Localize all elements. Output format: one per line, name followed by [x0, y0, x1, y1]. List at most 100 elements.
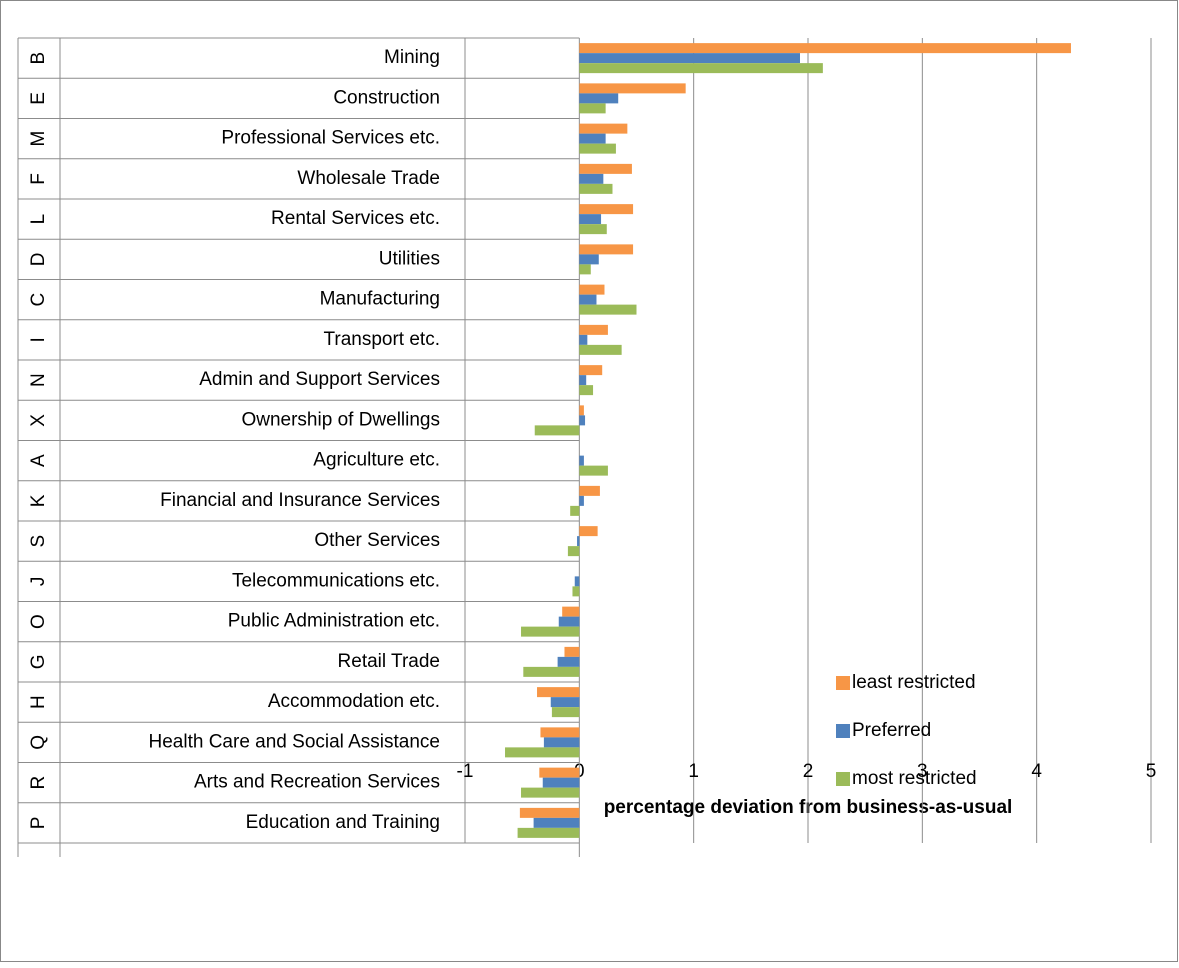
bar: [579, 324, 608, 335]
y-tick-label: Accommodation etc.: [268, 691, 440, 712]
category-code: F: [28, 173, 49, 185]
category-code: C: [28, 293, 49, 307]
bar: [579, 385, 594, 396]
bar: [579, 123, 628, 134]
bar: [534, 425, 580, 436]
y-tick-label: Other Services: [314, 530, 440, 551]
bar: [579, 204, 634, 215]
bar: [579, 375, 587, 386]
bar: [505, 747, 580, 758]
bar: [517, 827, 580, 838]
bar: [579, 344, 622, 355]
category-code: M: [28, 131, 49, 147]
bar: [579, 365, 603, 376]
bar: [579, 254, 599, 265]
y-tick-label: Ownership of Dwellings: [241, 409, 440, 430]
bar: [577, 536, 580, 547]
bar: [579, 83, 686, 94]
category-code: I: [28, 337, 49, 342]
bar: [579, 103, 606, 114]
bar: [539, 767, 580, 778]
bar: [572, 586, 580, 597]
legend-label: least restricted: [852, 672, 976, 693]
category-code: Q: [28, 735, 49, 750]
y-tick-label: Agriculture etc.: [313, 450, 440, 471]
bar: [558, 616, 580, 627]
bar: [537, 687, 580, 698]
category-code: O: [28, 614, 49, 629]
bar: [579, 43, 1071, 54]
y-tick-label: Arts and Recreation Services: [194, 772, 440, 793]
category-code: G: [28, 654, 49, 669]
bar: [579, 284, 605, 295]
bar: [551, 707, 580, 718]
bar: [562, 606, 580, 617]
bar: [579, 133, 606, 144]
bar: [579, 163, 632, 174]
category-code: K: [28, 494, 49, 507]
y-tick-label: Health Care and Social Assistance: [149, 731, 441, 752]
bar: [579, 495, 584, 506]
bar: [550, 697, 580, 708]
bar: [579, 183, 613, 194]
x-tick-label: 4: [1031, 761, 1042, 782]
bar: [579, 415, 586, 426]
x-tick-label: 2: [803, 761, 814, 782]
y-tick-label: Professional Services etc.: [221, 128, 440, 149]
bar: [579, 304, 637, 315]
category-code: E: [28, 92, 49, 105]
category-code: J: [28, 577, 49, 587]
bar: [533, 817, 580, 828]
bar: [579, 455, 584, 466]
legend-marker: [836, 724, 850, 738]
y-tick-label: Telecommunications etc.: [232, 570, 440, 591]
bar: [519, 807, 580, 818]
bar: [579, 405, 584, 416]
bar: [579, 173, 604, 184]
bar: [579, 485, 600, 496]
bar: [521, 626, 580, 637]
legend-label: most restricted: [852, 768, 977, 789]
bar: [579, 93, 619, 104]
y-tick-label: Transport etc.: [323, 329, 440, 350]
category-code: N: [28, 373, 49, 387]
category-code: D: [28, 253, 49, 267]
y-tick-label: Education and Training: [246, 812, 440, 833]
category-code: S: [28, 535, 49, 548]
y-tick-label: Mining: [384, 47, 440, 68]
bar: [542, 777, 580, 788]
x-tick-label: -1: [457, 761, 474, 782]
y-tick-label: Public Administration etc.: [228, 611, 440, 632]
bar: [567, 546, 580, 557]
x-tick-label: 5: [1146, 761, 1157, 782]
legend-marker: [836, 676, 850, 690]
y-tick-label: Wholesale Trade: [297, 168, 440, 189]
x-tick-label: 3: [917, 761, 928, 782]
bar: [521, 787, 580, 798]
legend-marker: [836, 772, 850, 786]
bar: [579, 334, 588, 345]
bar: [540, 727, 580, 738]
bar: [570, 505, 580, 516]
bar: [579, 465, 608, 476]
y-tick-label: Rental Services etc.: [271, 208, 440, 229]
bar: [579, 526, 598, 537]
category-code: H: [28, 695, 49, 709]
bar: [579, 224, 607, 235]
bar: [543, 737, 580, 748]
category-code: R: [28, 776, 49, 790]
y-tick-label: Utilities: [379, 248, 440, 269]
bar: [557, 656, 580, 667]
bar: [523, 666, 580, 677]
bar: [579, 53, 800, 64]
legend-label: Preferred: [852, 720, 931, 741]
category-code: B: [28, 52, 49, 65]
bar: [579, 143, 616, 154]
y-tick-label: Construction: [333, 87, 440, 108]
y-tick-label: Admin and Support Services: [199, 369, 440, 390]
bar: [579, 244, 634, 255]
bar: [579, 294, 597, 305]
category-code: L: [28, 214, 49, 225]
bar: [574, 576, 580, 587]
